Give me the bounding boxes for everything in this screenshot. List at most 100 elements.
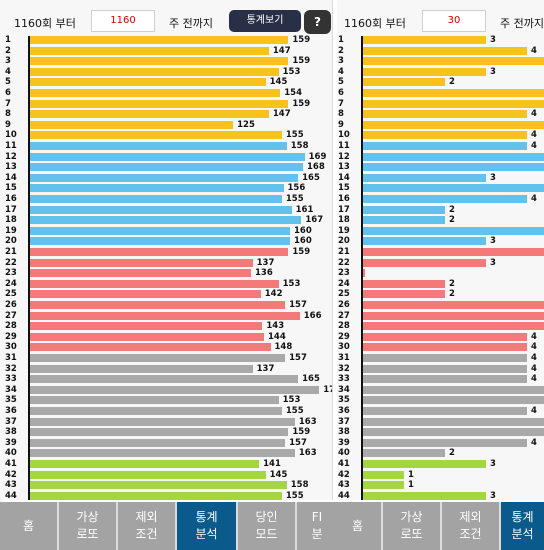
frequency-value: 167	[305, 215, 324, 226]
frequency-bar	[363, 396, 544, 405]
ball-number-label: 44	[338, 490, 350, 500]
nav-button[interactable]: FI 분	[297, 502, 337, 550]
nav-button[interactable]: 가상 로또	[59, 502, 116, 550]
nav-button[interactable]: 제외 조건	[442, 502, 499, 550]
frequency-bar	[30, 343, 271, 352]
frequency-bar	[30, 131, 282, 140]
ball-number-label: 35	[5, 395, 17, 406]
frequency-bar	[30, 491, 282, 500]
frequency-bar	[30, 89, 281, 97]
frequency-bar	[363, 449, 445, 458]
ball-number-label: 29	[338, 331, 350, 342]
ball-number-label: 35	[338, 395, 350, 406]
frequency-bar	[363, 258, 486, 267]
frequency-bar	[30, 322, 263, 331]
ball-number-label: 6	[5, 88, 11, 98]
frequency-value: 142	[264, 289, 283, 300]
frequency-bar	[30, 163, 303, 172]
nav-button[interactable]: 당인 모드	[238, 502, 295, 550]
ball-number-label: 37	[338, 416, 350, 427]
ball-number-label: 27	[5, 310, 17, 321]
ball-number-label: 18	[338, 215, 350, 226]
ball-number-label: 12	[5, 151, 17, 162]
frequency-bar	[363, 195, 527, 203]
frequency-bar	[363, 216, 445, 225]
frequency-bar	[30, 269, 251, 278]
frequency-bar	[30, 216, 302, 225]
frequency-value: 159	[292, 35, 311, 45]
frequency-value: 159	[292, 56, 311, 67]
frequency-bar	[363, 226, 544, 235]
frequency-bar	[30, 407, 282, 415]
frequency-value: 157	[289, 300, 307, 310]
frequency-value: 147	[272, 109, 291, 120]
ball-number-label: 5	[338, 77, 344, 88]
frequency-bar	[363, 311, 544, 320]
frequency-value: 155	[285, 194, 304, 204]
weeks-input[interactable]: 30	[422, 10, 486, 32]
ball-number-label: 13	[5, 162, 17, 173]
frequency-bar	[363, 131, 527, 140]
frequency-value: 155	[285, 130, 304, 141]
nav-button[interactable]: 가상 로또	[383, 502, 440, 550]
ball-number-label: 26	[338, 300, 350, 310]
frequency-bar	[30, 449, 295, 458]
ball-number-label: 39	[5, 437, 17, 448]
frequency-value: 143	[266, 321, 285, 332]
frequency-value: 141	[263, 459, 281, 469]
frequency-bar	[30, 460, 260, 468]
nav-button[interactable]: 홈	[334, 502, 381, 550]
frequency-bar	[363, 343, 527, 352]
frequency-bar	[363, 110, 527, 119]
frequency-bar	[363, 46, 527, 55]
frequency-bar	[363, 385, 544, 394]
frequency-bar	[363, 57, 544, 66]
frequency-value: 4	[531, 363, 537, 374]
frequency-bar	[363, 375, 527, 384]
frequency-value: 159	[292, 427, 311, 438]
ball-number-label: 41	[338, 459, 350, 469]
view-stats-button[interactable]: 통계보기	[229, 10, 301, 32]
ball-number-label: 2	[5, 45, 11, 56]
nav-button[interactable]: 제외 조건	[118, 502, 175, 550]
frequency-bar	[30, 301, 286, 309]
nav-button[interactable]: 통계 분석	[177, 502, 236, 550]
ball-number-label: 40	[338, 448, 350, 459]
frequency-value: 156	[287, 183, 306, 194]
from-label: 1160회 부터	[14, 17, 76, 30]
frequency-value: 148	[274, 342, 293, 353]
ball-number-label: 38	[338, 427, 350, 438]
ball-number-label: 14	[5, 172, 17, 183]
frequency-value: 163	[298, 448, 317, 459]
frequency-value: 155	[285, 406, 304, 416]
frequency-value: 163	[298, 416, 317, 427]
ball-number-label: 10	[338, 130, 350, 141]
frequency-value: 137	[256, 257, 275, 268]
ball-number-label: 33	[338, 374, 350, 385]
frequency-bar	[30, 67, 279, 76]
ball-number-label: 4	[5, 66, 11, 77]
help-button[interactable]: ?	[304, 10, 331, 34]
ball-number-label: 17	[5, 204, 17, 215]
ball-number-label: 28	[338, 321, 350, 332]
frequency-bar	[363, 163, 544, 172]
nav-button[interactable]: 홈	[0, 502, 57, 550]
frequency-value: 3	[490, 490, 496, 500]
ball-number-label: 15	[338, 183, 350, 194]
frequency-bar	[30, 354, 286, 362]
ball-number-label: 37	[5, 416, 17, 427]
ball-number-label: 34	[5, 384, 17, 395]
frequency-bar	[30, 396, 279, 405]
frequency-value: 161	[295, 204, 314, 215]
frequency-value: 4	[531, 141, 537, 151]
ball-number-label: 36	[5, 406, 17, 416]
frequency-bar	[30, 226, 290, 235]
ball-number-label: 33	[5, 374, 17, 385]
frequency-value: 136	[255, 268, 273, 279]
frequency-bar	[30, 99, 289, 108]
frequency-value: 144	[268, 331, 286, 342]
frequency-value: 4	[531, 45, 537, 56]
frequency-value: 157	[289, 353, 307, 363]
from-round-input[interactable]: 1160	[91, 10, 155, 32]
nav-button[interactable]: 통계 분석	[501, 502, 544, 550]
